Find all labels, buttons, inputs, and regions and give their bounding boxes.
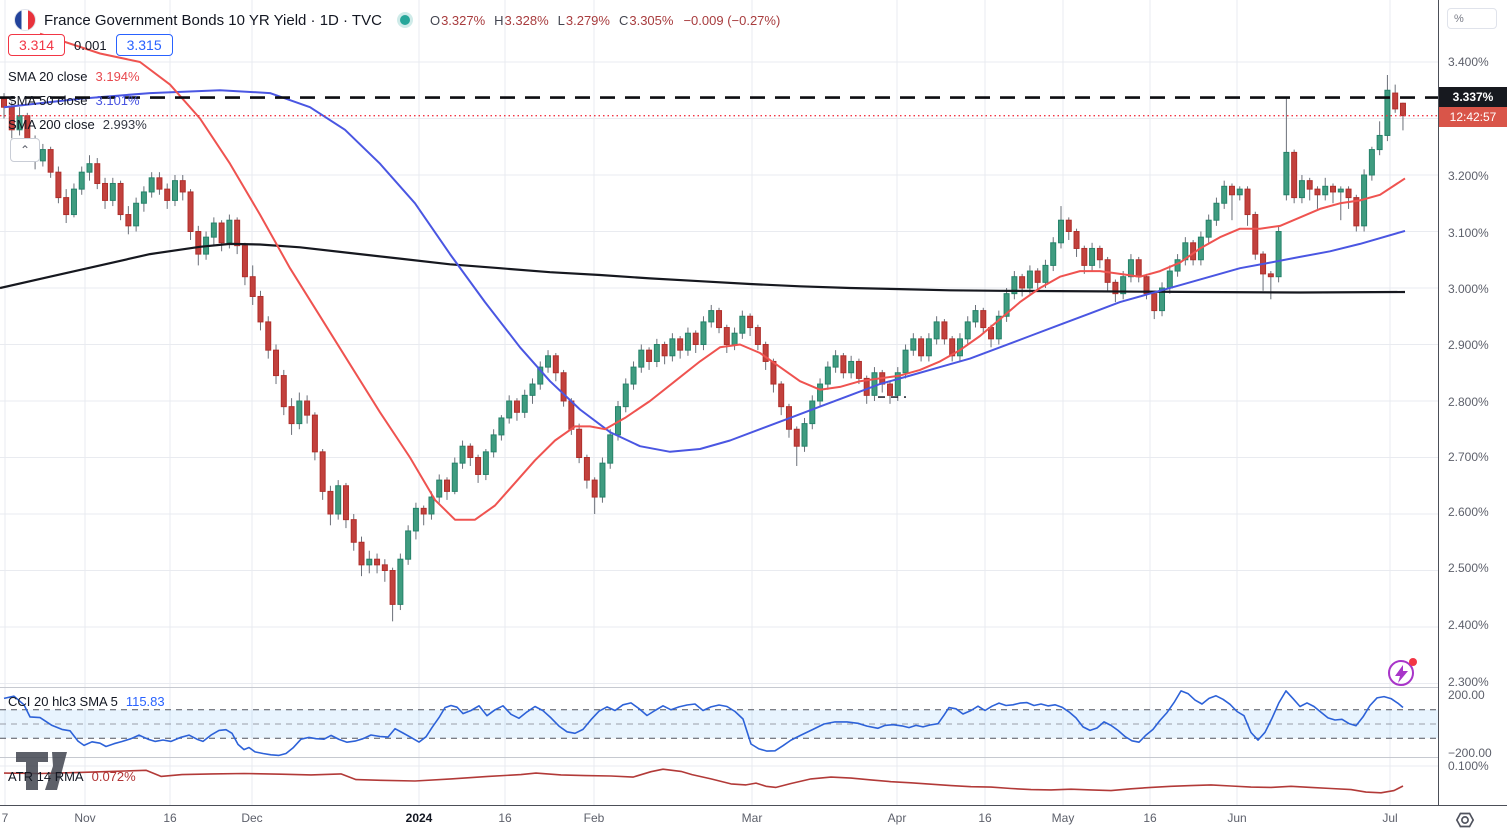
price-tick-label: 2.900% (1448, 338, 1489, 352)
sma200-label: SMA 200 close (8, 116, 95, 132)
time-tick-label: Nov (74, 811, 96, 825)
price-tick-label: −200.00 (1448, 746, 1492, 760)
time-axis[interactable]: 7 Nov 16 Dec 2024 16 Feb Mar Apr 16 May 16 Jun Jul (0, 806, 1438, 835)
price-tick-label: 0.100% (1448, 759, 1489, 773)
time-tick-label: 16 (978, 811, 992, 825)
cci-value: 115.83 (125, 694, 165, 709)
sell-button[interactable]: 3.314 (8, 34, 66, 56)
level-price-badge: 3.337% (1439, 87, 1507, 107)
low-label: L (557, 12, 565, 28)
notification-dot-icon (1409, 658, 1417, 666)
cci-legend[interactable]: CCI 20 hlc3 SMA 5 115.83 (8, 694, 165, 709)
atr-legend[interactable]: ATR 14 RMA 0.072% (8, 769, 136, 784)
time-tick-label: 7 (1, 811, 9, 825)
spread-value: 0.001 (74, 37, 107, 53)
chevron-up-icon: ⌃ (19, 143, 31, 157)
tradingview-logo-icon (16, 752, 67, 790)
france-flag-icon (14, 9, 36, 31)
price-tick-label: 200.00 (1448, 688, 1485, 702)
ohlc-values: O3.327% H3.328% L3.279% C3.305% −0.009 (… (430, 13, 780, 28)
axis-settings-button[interactable] (1452, 808, 1478, 832)
time-tick-label: Mar (741, 811, 763, 825)
symbol-legend: France Government Bonds 10 YR Yield · 1D… (14, 8, 780, 32)
sma50-value: 3.101% (95, 92, 140, 108)
price-tick-label: 2.800% (1448, 395, 1489, 409)
time-tick-label: Jul (1382, 811, 1398, 825)
time-tick-label: May (1051, 811, 1075, 825)
sma200-value: 2.993% (102, 116, 147, 132)
time-tick-label: 2024 (405, 811, 433, 825)
sma50-label: SMA 50 close (8, 92, 88, 108)
market-open-dot-icon (399, 15, 410, 25)
sma20-label: SMA 20 close (8, 68, 88, 84)
time-tick-label: Feb (583, 811, 605, 825)
price-tick-label: 3.400% (1448, 55, 1489, 69)
price-axis[interactable]: % 3.400% 3.200% 3.100% 3.000% 2.900% 2.800% 2.… (1439, 0, 1507, 805)
open-label: O (429, 12, 441, 28)
price-tick-label: 2.700% (1448, 450, 1489, 464)
price-tick-label: 3.200% (1448, 169, 1489, 183)
atr-label: ATR 14 RMA (8, 769, 84, 784)
sma20-value: 3.194% (95, 68, 140, 84)
change-value: −0.009 (−0.27%) (683, 12, 781, 28)
price-tick-label: 3.000% (1448, 282, 1489, 296)
time-tick-label: 16 (498, 811, 512, 825)
price-unit-button[interactable]: % (1447, 8, 1497, 29)
high-value: 3.328% (504, 12, 549, 28)
price-tick-label: 2.300% (1448, 675, 1489, 689)
high-label: H (494, 12, 504, 28)
time-tick-label: Jun (1227, 811, 1247, 825)
price-tick-label: 2.500% (1448, 561, 1489, 575)
price-tick-label: 2.600% (1448, 505, 1489, 519)
time-tick-label: 16 (163, 811, 177, 825)
low-value: 3.279% (565, 12, 610, 28)
time-tick-label: Dec (241, 811, 263, 825)
sma50-legend[interactable]: SMA 50 close 3.101% (8, 90, 140, 110)
sma200-legend[interactable]: SMA 200 close 2.993% (8, 114, 147, 134)
close-value: 3.305% (629, 12, 674, 28)
quote-row: 3.314 0.001 3.315 (8, 34, 173, 56)
lightning-bolt-icon (1395, 665, 1408, 683)
price-tick-label: 3.100% (1448, 226, 1489, 240)
buy-button[interactable]: 3.315 (115, 34, 173, 56)
close-label: C (618, 12, 629, 28)
open-value: 3.327% (441, 12, 486, 28)
countdown-badge: 12:42:57 (1439, 107, 1507, 127)
flash-lightning-button[interactable] (1386, 656, 1418, 688)
sma20-legend[interactable]: SMA 20 close 3.194% (8, 66, 140, 86)
collapse-legend-button[interactable]: ⌃ (10, 138, 40, 162)
time-tick-label: 16 (1143, 811, 1157, 825)
price-tick-label: 2.400% (1448, 618, 1489, 632)
atr-value: 0.072% (91, 769, 136, 784)
cci-label: CCI 20 hlc3 SMA 5 (8, 694, 118, 709)
symbol-title[interactable]: France Government Bonds 10 YR Yield · 1D… (44, 11, 382, 29)
time-tick-label: Apr (887, 811, 907, 825)
